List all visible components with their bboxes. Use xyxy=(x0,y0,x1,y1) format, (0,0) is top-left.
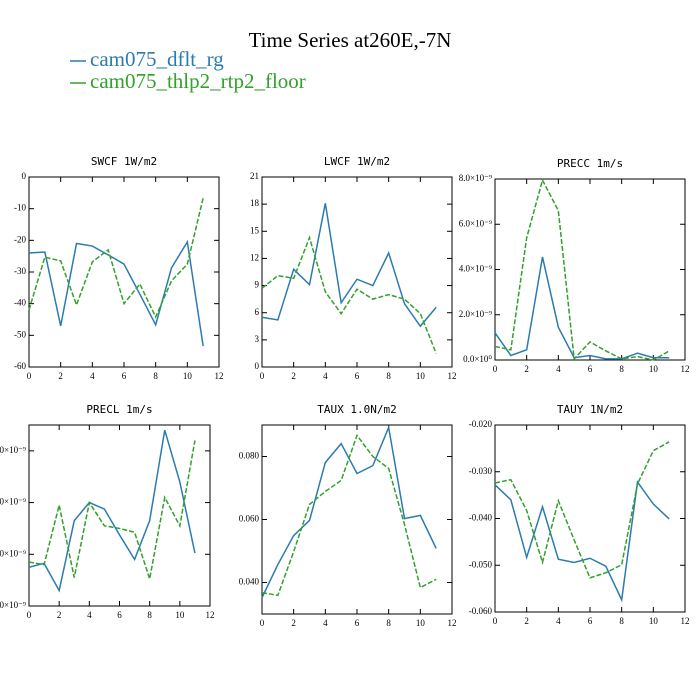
y-tick-label: -60 xyxy=(14,361,26,371)
y-tick-label: -50 xyxy=(14,329,26,339)
y-tick-label: 0.040 xyxy=(239,577,260,587)
x-tick-label: 4 xyxy=(90,371,95,381)
x-tick-label: 2 xyxy=(291,371,296,381)
y-tick-label: -0.020 xyxy=(469,419,493,429)
x-tick-label: 10 xyxy=(416,618,426,628)
x-tick-label: 12 xyxy=(448,618,457,628)
x-tick-label: 10 xyxy=(416,371,426,381)
y-tick-label: 4.0×10⁻⁹ xyxy=(459,264,492,274)
x-tick-label: 8 xyxy=(147,610,152,620)
series-line xyxy=(28,239,204,347)
y-tick-label: -0.050 xyxy=(469,559,493,569)
x-tick-label: 4 xyxy=(556,616,561,626)
panel-title: SWCF 1W/m2 xyxy=(91,155,157,168)
series-line xyxy=(261,203,437,328)
series-line xyxy=(494,441,670,579)
x-tick-label: 0 xyxy=(493,616,498,626)
plot-frame xyxy=(28,176,220,368)
plot-frame xyxy=(494,178,686,361)
y-tick-label: -30 xyxy=(14,266,26,276)
x-tick-label: 2 xyxy=(57,610,62,620)
y-tick-label: -0.060 xyxy=(469,606,493,616)
x-tick-label: 10 xyxy=(649,364,659,374)
series-line xyxy=(28,429,196,593)
y-tick-label: 15 xyxy=(250,225,260,235)
series-line xyxy=(261,433,437,597)
x-tick-label: 6 xyxy=(588,616,593,626)
y-tick-label: 21 xyxy=(250,171,259,181)
y-tick-label: 0.080 xyxy=(239,451,260,461)
y-tick-label: 0.060 xyxy=(239,514,260,524)
x-tick-label: 8 xyxy=(619,616,624,626)
y-tick-label: 2.0×10⁻⁹ xyxy=(0,600,26,610)
x-tick-label: 0 xyxy=(27,371,32,381)
y-tick-label: 2.0×10⁻⁹ xyxy=(459,309,492,319)
x-tick-label: 0 xyxy=(260,618,265,628)
x-tick-label: 4 xyxy=(323,618,328,628)
panel-title: TAUY 1N/m2 xyxy=(557,403,623,416)
x-tick-label: 12 xyxy=(681,616,690,626)
x-tick-label: 6 xyxy=(588,364,593,374)
x-tick-label: 6 xyxy=(117,610,122,620)
x-tick-label: 10 xyxy=(183,371,193,381)
x-tick-label: 0 xyxy=(260,371,265,381)
x-tick-label: 8 xyxy=(153,371,158,381)
y-tick-label: -0.030 xyxy=(469,466,493,476)
x-tick-label: 12 xyxy=(206,610,215,620)
series-line xyxy=(261,235,437,354)
y-tick-label: 18 xyxy=(250,198,260,208)
x-tick-label: 0 xyxy=(493,364,498,374)
y-tick-label: -20 xyxy=(14,234,26,244)
legend-label: cam075_thlp2_rtp2_floor xyxy=(90,69,306,93)
y-tick-label: 6 xyxy=(255,307,260,317)
x-tick-label: 12 xyxy=(215,371,224,381)
y-tick-label: 8.0×10⁻⁹ xyxy=(459,173,492,183)
x-tick-label: 4 xyxy=(556,364,561,374)
x-tick-label: 10 xyxy=(649,616,659,626)
y-tick-label: 0 xyxy=(255,361,260,371)
series-line xyxy=(494,256,670,360)
panel-title: TAUX 1.0N/m2 xyxy=(317,403,396,416)
figure-title: Time Series at260E,-7N xyxy=(249,28,452,52)
x-tick-label: 2 xyxy=(58,371,63,381)
x-tick-label: 2 xyxy=(524,364,529,374)
plot-frame xyxy=(494,424,686,613)
x-tick-label: 4 xyxy=(87,610,92,620)
y-tick-label: 9 xyxy=(255,280,260,290)
y-tick-label: 3 xyxy=(255,334,260,344)
legend-label: cam075_dflt_rg xyxy=(90,47,224,71)
x-tick-label: 8 xyxy=(386,618,391,628)
x-tick-label: 12 xyxy=(448,371,457,381)
series-line xyxy=(261,424,437,598)
y-tick-label: -10 xyxy=(14,203,26,213)
x-tick-label: 2 xyxy=(524,616,529,626)
x-tick-label: 12 xyxy=(681,364,690,374)
y-tick-label: 6.0×10⁻⁹ xyxy=(459,218,492,228)
y-tick-label: -0.040 xyxy=(469,513,493,523)
panel-title: PRECC 1m/s xyxy=(557,157,623,170)
x-tick-label: 6 xyxy=(122,371,127,381)
y-tick-label: -40 xyxy=(14,298,26,308)
x-tick-label: 6 xyxy=(355,618,360,628)
y-tick-label: 12 xyxy=(250,252,259,262)
x-tick-label: 0 xyxy=(27,610,32,620)
x-tick-label: 8 xyxy=(619,364,624,374)
panel-title: PRECL 1m/s xyxy=(86,403,152,416)
y-tick-label: 4.0×10⁻⁹ xyxy=(0,548,26,558)
x-tick-label: 4 xyxy=(323,371,328,381)
y-tick-label: 0 xyxy=(22,171,27,181)
y-tick-label: 0.0×10⁰ xyxy=(463,354,492,364)
x-tick-label: 10 xyxy=(175,610,185,620)
series-line xyxy=(28,197,204,319)
x-tick-label: 8 xyxy=(386,371,391,381)
panel-title: LWCF 1W/m2 xyxy=(324,155,390,168)
series-line xyxy=(28,440,196,580)
series-line xyxy=(494,178,670,361)
x-tick-label: 2 xyxy=(291,618,296,628)
x-tick-label: 6 xyxy=(355,371,360,381)
plot-frame xyxy=(261,176,453,368)
y-tick-label: 6.0×10⁻⁹ xyxy=(0,497,26,507)
y-tick-label: 8.0×10⁻⁹ xyxy=(0,445,26,455)
